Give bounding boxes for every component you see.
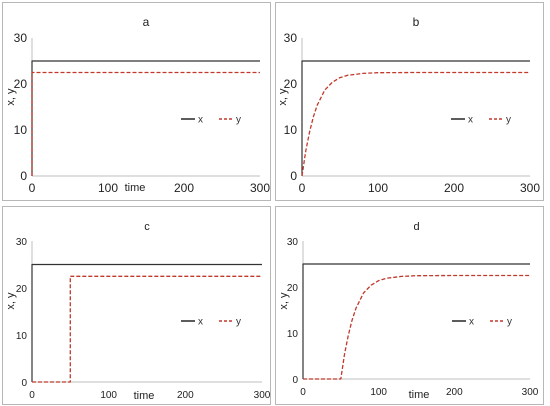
y-tick-label: 0 — [20, 169, 27, 183]
x-tick-label: 0 — [29, 390, 35, 401]
panel-frame — [275, 2, 544, 201]
panel-title: c — [144, 221, 150, 233]
series-line-x — [31, 263, 262, 382]
y-tick-label: 10 — [287, 329, 299, 340]
y-tick-label: 0 — [21, 378, 27, 389]
x-tick-label: 0 — [299, 181, 306, 195]
x-tick-label: 100 — [100, 390, 117, 401]
legend-label-x: x — [469, 317, 474, 328]
panel-title: b — [413, 15, 420, 29]
y-axis-title: x, y — [5, 292, 17, 310]
x-tick-label: 300 — [522, 387, 539, 398]
y-tick-label: 0 — [290, 169, 297, 183]
y-tick-label: 10 — [16, 331, 28, 342]
y-axis-title: x, y — [278, 292, 290, 310]
x-tick-label: 200 — [177, 390, 194, 401]
y-tick-label: 20 — [287, 283, 299, 294]
x-tick-label: 300 — [250, 181, 270, 195]
legend-label-y: y — [507, 317, 512, 328]
series-line-y — [303, 274, 530, 380]
x-tick-label: 0 — [300, 387, 306, 398]
series-line-y — [32, 275, 262, 383]
y-tick-label: 30 — [14, 31, 28, 45]
series-line-x — [301, 60, 530, 176]
y-tick-label: 20 — [284, 77, 298, 91]
series-line-y — [31, 71, 260, 176]
x-axis-title: time — [125, 182, 146, 194]
panel-title: a — [143, 15, 150, 29]
x-tick-label: 300 — [254, 390, 271, 401]
y-tick-label: 10 — [284, 123, 298, 137]
x-tick-label: 300 — [520, 181, 540, 195]
y-tick-label: 20 — [16, 284, 28, 295]
x-axis-title: time — [409, 389, 430, 401]
x-tick-label: 0 — [29, 181, 36, 195]
series-line-y — [301, 71, 530, 177]
panel-title: d — [413, 221, 419, 233]
y-axis-title: x, y — [277, 88, 289, 106]
x-tick-label: 100 — [370, 387, 387, 398]
x-tick-label: 200 — [444, 181, 464, 195]
x-tick-label: 100 — [98, 181, 118, 195]
y-axis-title: x, y — [5, 88, 17, 106]
panel-frame — [275, 206, 544, 405]
legend-label-y: y — [236, 115, 241, 126]
x-tick-label: 200 — [446, 387, 463, 398]
x-tick-label: 100 — [368, 181, 388, 195]
y-tick-label: 10 — [14, 123, 28, 137]
legend-label-x: x — [198, 317, 203, 328]
legend-label-x: x — [468, 115, 473, 126]
y-tick-label: 30 — [287, 237, 299, 248]
x-tick-label: 200 — [174, 181, 194, 195]
y-tick-label: 20 — [14, 77, 28, 91]
panel-frame — [2, 206, 271, 405]
series-line-x — [302, 263, 530, 379]
y-tick-label: 30 — [284, 31, 298, 45]
legend-label-y: y — [506, 115, 511, 126]
panel-frame — [2, 2, 271, 201]
y-tick-label: 0 — [292, 375, 298, 386]
legend-label-y: y — [236, 317, 241, 328]
legend-label-x: x — [198, 115, 203, 126]
y-tick-label: 30 — [16, 237, 28, 248]
x-axis-title: time — [134, 390, 155, 402]
